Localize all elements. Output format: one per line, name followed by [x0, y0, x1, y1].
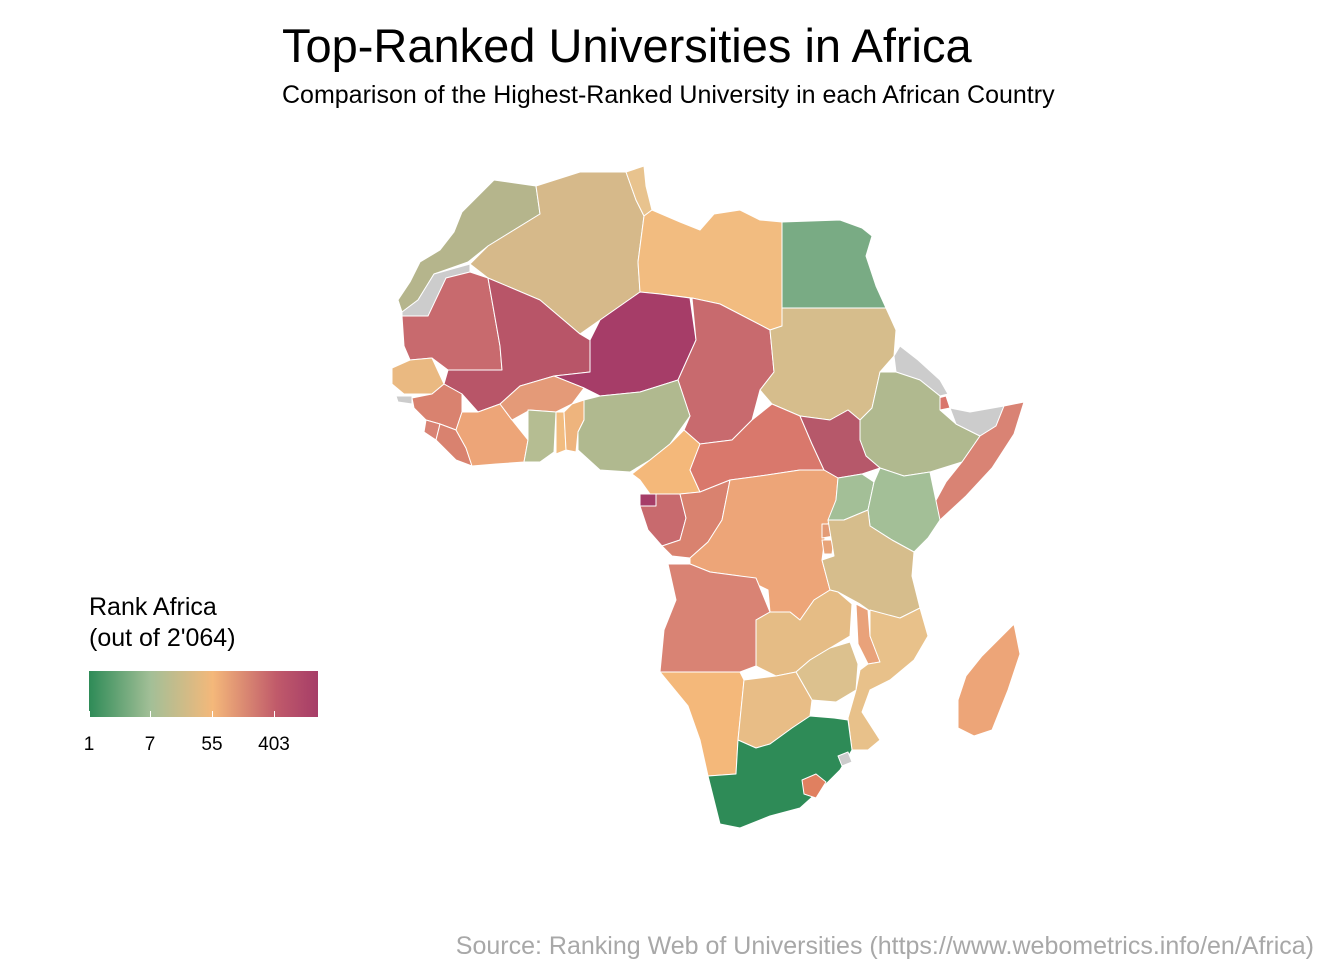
- region-guinea-bissau: [395, 395, 413, 405]
- legend-title: Rank Africa (out of 2'064): [89, 592, 236, 654]
- region-lesotho: [801, 773, 827, 799]
- region-madagascar: [957, 623, 1021, 737]
- chart-title: Top-Ranked Universities in Africa: [282, 19, 972, 72]
- legend-tickmark-55: [212, 711, 213, 717]
- chart-subtitle: Comparison of the Highest-Ranked Univers…: [282, 81, 1055, 109]
- region-zimbabwe: [795, 641, 859, 703]
- region-south-africa: [707, 715, 853, 829]
- region-eswatini: [837, 751, 853, 767]
- source-caption: Source: Ranking Web of Universities (htt…: [455, 932, 1314, 960]
- region-egypt: [781, 219, 887, 309]
- legend-tick-label: 7: [144, 734, 156, 755]
- legend-title-line2: (out of 2'064): [89, 624, 236, 652]
- region-south-sudan: [799, 409, 881, 479]
- legend-title-line1: Rank Africa: [89, 593, 217, 621]
- region-equatorial-guinea: [639, 493, 657, 507]
- legend-tick-label: 1: [83, 734, 95, 755]
- legend-color-bar: [89, 671, 318, 717]
- region-angola: [659, 563, 771, 673]
- legend-tick-label: 55: [201, 734, 223, 755]
- region-namibia: [659, 671, 745, 777]
- legend-tickmark-7: [150, 711, 151, 717]
- region-senegal: [391, 357, 445, 395]
- region-burundi: [821, 539, 835, 555]
- legend-tickmark-1: [89, 711, 90, 717]
- region-mozambique: [847, 607, 929, 751]
- legend-tickmark-403: [274, 711, 275, 717]
- region-ghana: [523, 409, 557, 463]
- legend-tick-label: 403: [258, 734, 290, 755]
